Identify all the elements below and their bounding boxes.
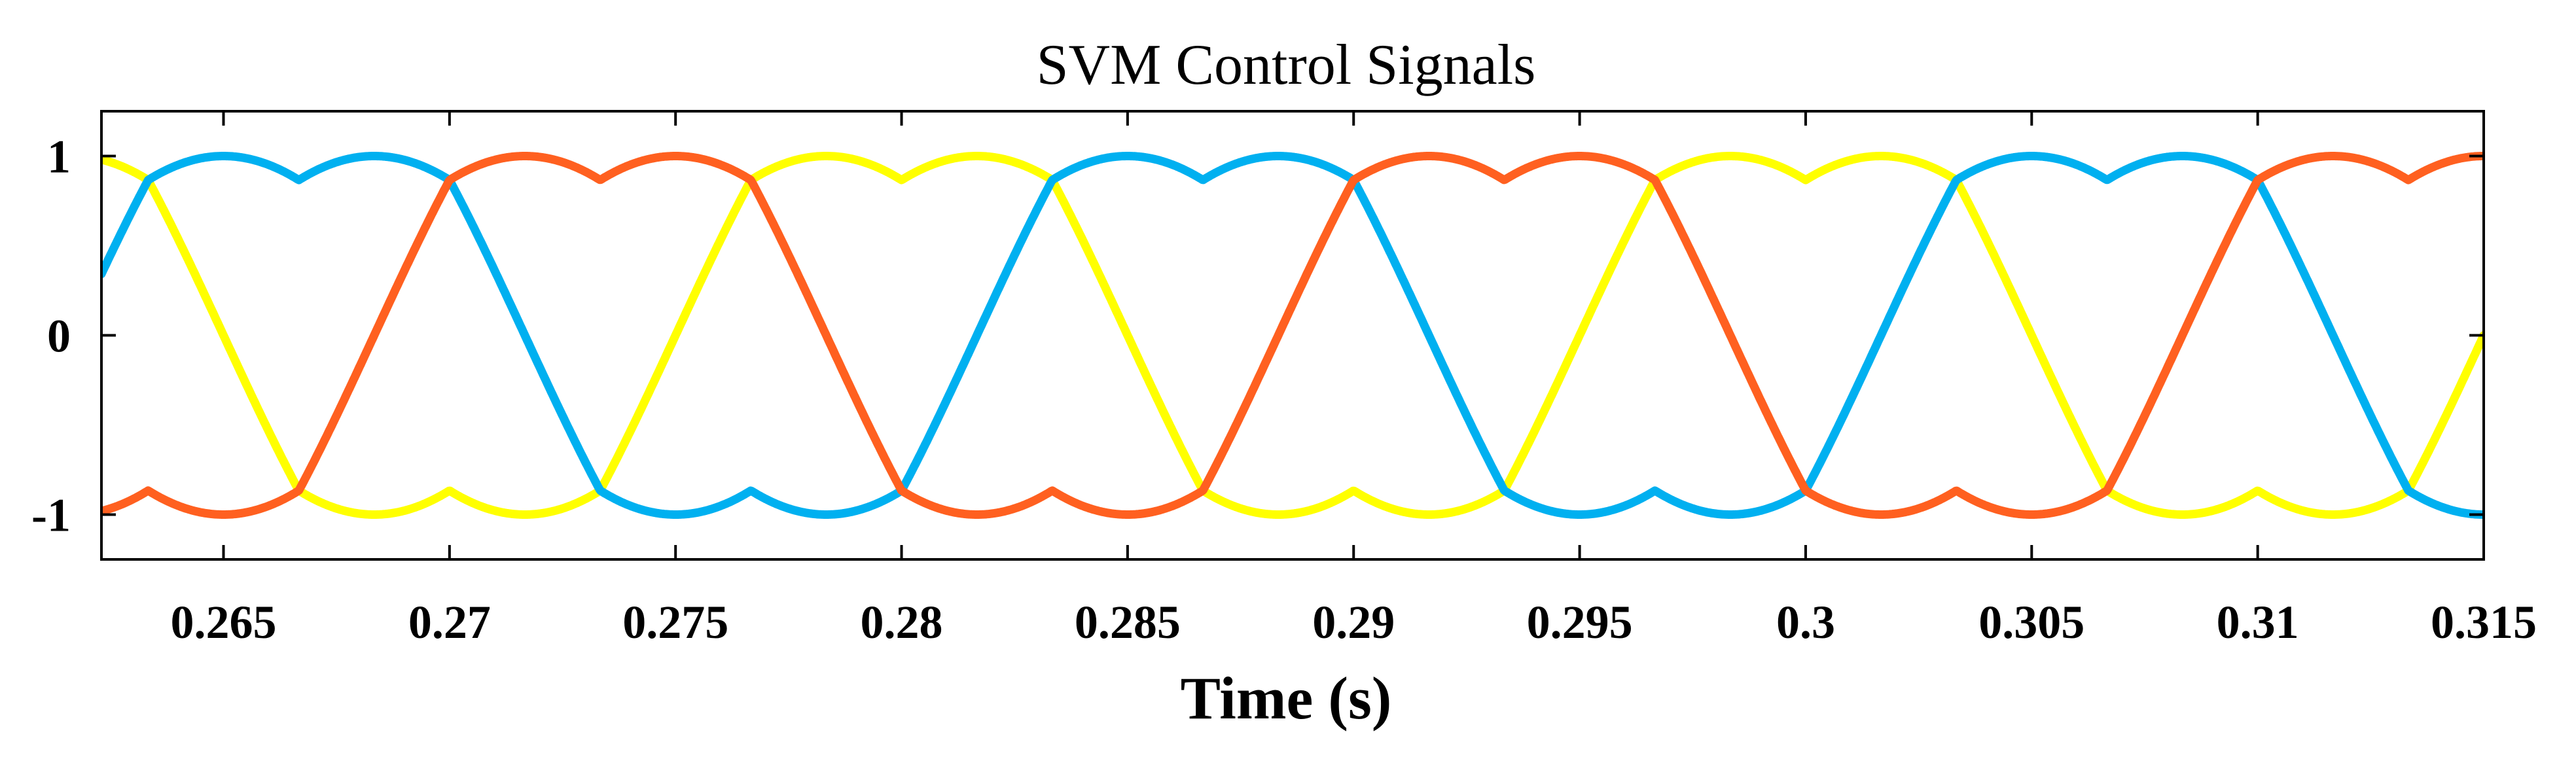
x-tick-label: 0.29 bbox=[1312, 596, 1395, 648]
y-axis-ticks: -1 0 1 bbox=[31, 131, 2484, 542]
x-tick-label: 0.305 bbox=[1978, 596, 2084, 648]
y-tick-label: 0 bbox=[47, 310, 71, 362]
x-tick-label: 0.275 bbox=[622, 596, 728, 648]
x-tick-label: 0.31 bbox=[2217, 596, 2299, 648]
x-tick-label: 0.285 bbox=[1075, 596, 1181, 648]
x-tick-label: 0.295 bbox=[1527, 596, 1633, 648]
series-line-phase-a bbox=[101, 152, 2484, 519]
chart-title: SVM Control Signals bbox=[1037, 33, 1536, 97]
x-axis-label: Time (s) bbox=[1181, 665, 1392, 731]
series-line-phase-b bbox=[101, 152, 2484, 519]
x-tick-label: 0.28 bbox=[861, 596, 943, 648]
x-tick-label: 0.315 bbox=[2431, 596, 2537, 648]
x-tick-label: 0.27 bbox=[408, 596, 491, 648]
x-axis-ticks: 0.265 0.27 0.275 0.28 0.285 0.29 0.295 0.3 0.305… bbox=[170, 111, 2537, 648]
y-tick-label: 1 bbox=[47, 131, 71, 183]
y-tick-label: -1 bbox=[31, 489, 71, 542]
series-line-phase-c bbox=[101, 152, 2484, 519]
x-tick-label: 0.265 bbox=[170, 596, 276, 648]
x-tick-label: 0.3 bbox=[1776, 596, 1835, 648]
plot-area bbox=[100, 110, 2485, 561]
